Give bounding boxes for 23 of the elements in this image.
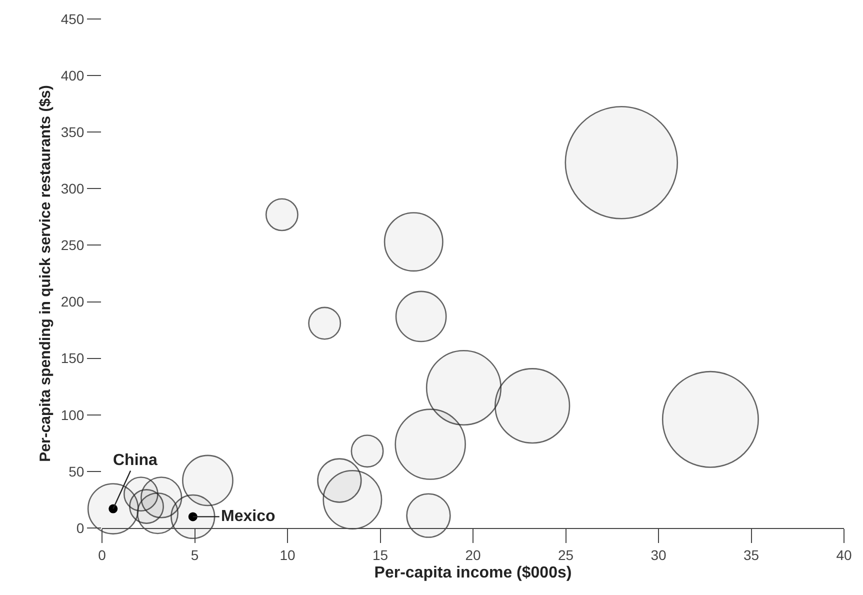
y-tick-label: 400 (60, 67, 84, 84)
annotation: China (113, 452, 158, 469)
y-tick-label: 300 (60, 180, 84, 197)
y-tick-label: 450 (60, 10, 84, 27)
x-tick-label: 5 (190, 546, 199, 563)
y-tick-label: 50 (68, 463, 84, 480)
y-tick-label: 350 (60, 124, 84, 140)
x-tick-label: 25 (558, 546, 574, 563)
y-axis-title: Per-capita spending in quick service restaurants ($s) (37, 85, 54, 462)
y-tick-label: 250 (60, 237, 84, 254)
x-tick-label: 15 (372, 546, 388, 563)
annotation: Mexico (221, 508, 276, 525)
x-tick-label: 40 (836, 546, 852, 563)
x-tick-label: 10 (280, 546, 296, 563)
x-tick-label: 0 (98, 546, 106, 563)
y-tick-label: 0 (76, 520, 84, 536)
x-tick-label: 30 (650, 546, 666, 563)
x-tick-label: 35 (743, 546, 760, 563)
y-tick-label: 200 (60, 294, 84, 310)
y-tick-label: 100 (60, 406, 84, 423)
y-tick-label: 150 (60, 350, 84, 366)
x-tick-label: 20 (465, 546, 481, 563)
x-axis-title: Per-capita income ($000s) (374, 564, 572, 582)
